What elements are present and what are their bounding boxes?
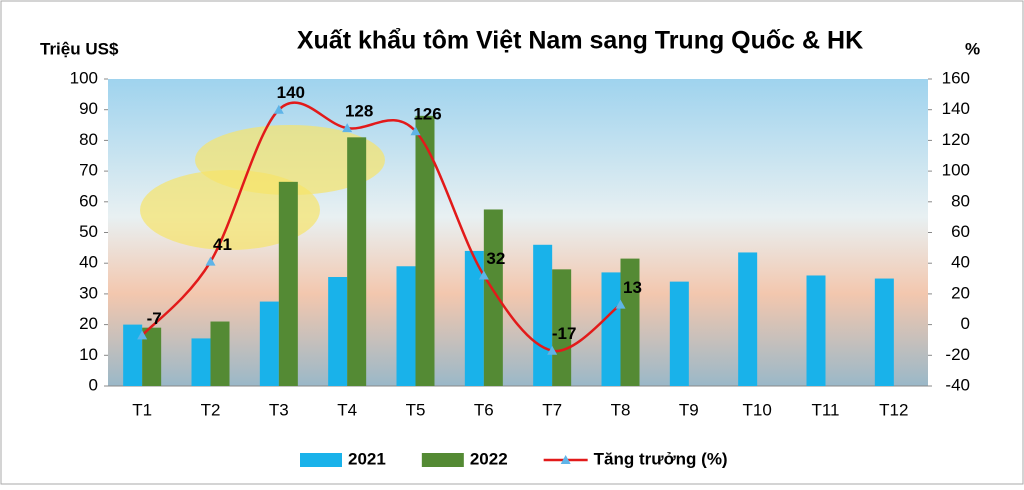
bar: [464, 250, 484, 386]
marker: [273, 104, 284, 114]
y2-tick-label: -20: [945, 345, 970, 364]
data-label: 32: [486, 249, 505, 268]
y-tick-label: 100: [70, 68, 98, 87]
bar: [415, 115, 435, 386]
bar: [210, 321, 230, 386]
x-tick-label: T12: [879, 400, 908, 419]
legend-marker: [560, 455, 571, 464]
y-tick-label: 50: [79, 222, 98, 241]
y-tick-label: 60: [79, 191, 98, 210]
y2-tick-label: 60: [951, 222, 970, 241]
data-label: -7: [147, 309, 162, 328]
bar: [123, 324, 143, 386]
x-tick-label: T10: [743, 400, 772, 419]
x-tick-label: T11: [811, 400, 839, 419]
bar: [259, 301, 279, 386]
y2-tick-label: 160: [942, 68, 970, 87]
y-tick-label: 10: [79, 345, 98, 364]
legend-label: 2021: [348, 449, 386, 468]
growth-line: [141, 101, 622, 353]
marker: [410, 126, 421, 136]
y2-tick-label: 100: [942, 161, 970, 180]
marker: [615, 299, 626, 309]
y-tick-label: 70: [79, 161, 98, 180]
bar: [483, 209, 503, 386]
legend-label: Tăng trưởng (%): [594, 449, 728, 468]
bar: [328, 277, 348, 386]
x-tick-label: T3: [269, 400, 289, 419]
x-tick-label: T9: [679, 400, 699, 419]
marker: [478, 270, 489, 280]
y2-axis-title: %: [965, 39, 980, 58]
bar: [347, 137, 367, 386]
data-label: -17: [552, 324, 577, 343]
y-axis-title: Triệu US$: [40, 39, 119, 58]
y-tick-label: 0: [89, 375, 98, 394]
marker: [205, 256, 216, 266]
x-tick-label: T5: [406, 400, 426, 419]
chart-title: Xuất khẩu tôm Việt Nam sang Trung Quốc &…: [297, 27, 863, 55]
data-label: 126: [413, 105, 441, 124]
y2-tick-label: 140: [942, 99, 970, 118]
bar: [533, 244, 553, 386]
bar: [874, 278, 894, 386]
data-label: 140: [277, 83, 305, 102]
legend-swatch: [421, 453, 464, 467]
x-tick-label: T4: [337, 400, 357, 419]
data-label: 41: [213, 235, 232, 254]
marker: [137, 330, 148, 340]
bar: [396, 266, 416, 386]
y2-tick-label: 20: [951, 283, 970, 302]
y-tick-label: 80: [79, 130, 98, 149]
y-tick-label: 30: [79, 283, 98, 302]
data-label: 13: [623, 278, 642, 297]
bar: [278, 181, 298, 386]
y-tick-label: 20: [79, 314, 98, 333]
y-tick-label: 40: [79, 253, 98, 272]
x-tick-label: T2: [201, 400, 221, 419]
data-label: 128: [345, 102, 373, 121]
bar: [738, 252, 758, 386]
bar: [142, 327, 162, 386]
x-tick-label: T6: [474, 400, 494, 419]
legend-swatch: [300, 453, 342, 467]
y2-tick-label: -40: [945, 375, 970, 394]
bar: [191, 338, 211, 386]
y2-tick-label: 80: [951, 191, 970, 210]
lemon: [195, 125, 385, 195]
bar: [669, 281, 689, 386]
y-tick-label: 90: [79, 99, 98, 118]
bar: [601, 272, 621, 386]
x-tick-label: T1: [132, 400, 152, 419]
bar: [620, 258, 640, 386]
marker: [547, 345, 558, 355]
marker: [342, 123, 353, 133]
bar: [552, 269, 572, 386]
x-tick-label: T7: [542, 400, 562, 419]
bar: [806, 275, 826, 386]
y2-tick-label: 120: [942, 130, 970, 149]
x-tick-label: T8: [611, 400, 631, 419]
y2-tick-label: 40: [951, 253, 970, 272]
legend-label: 2022: [470, 449, 508, 468]
y2-tick-label: 0: [961, 314, 970, 333]
